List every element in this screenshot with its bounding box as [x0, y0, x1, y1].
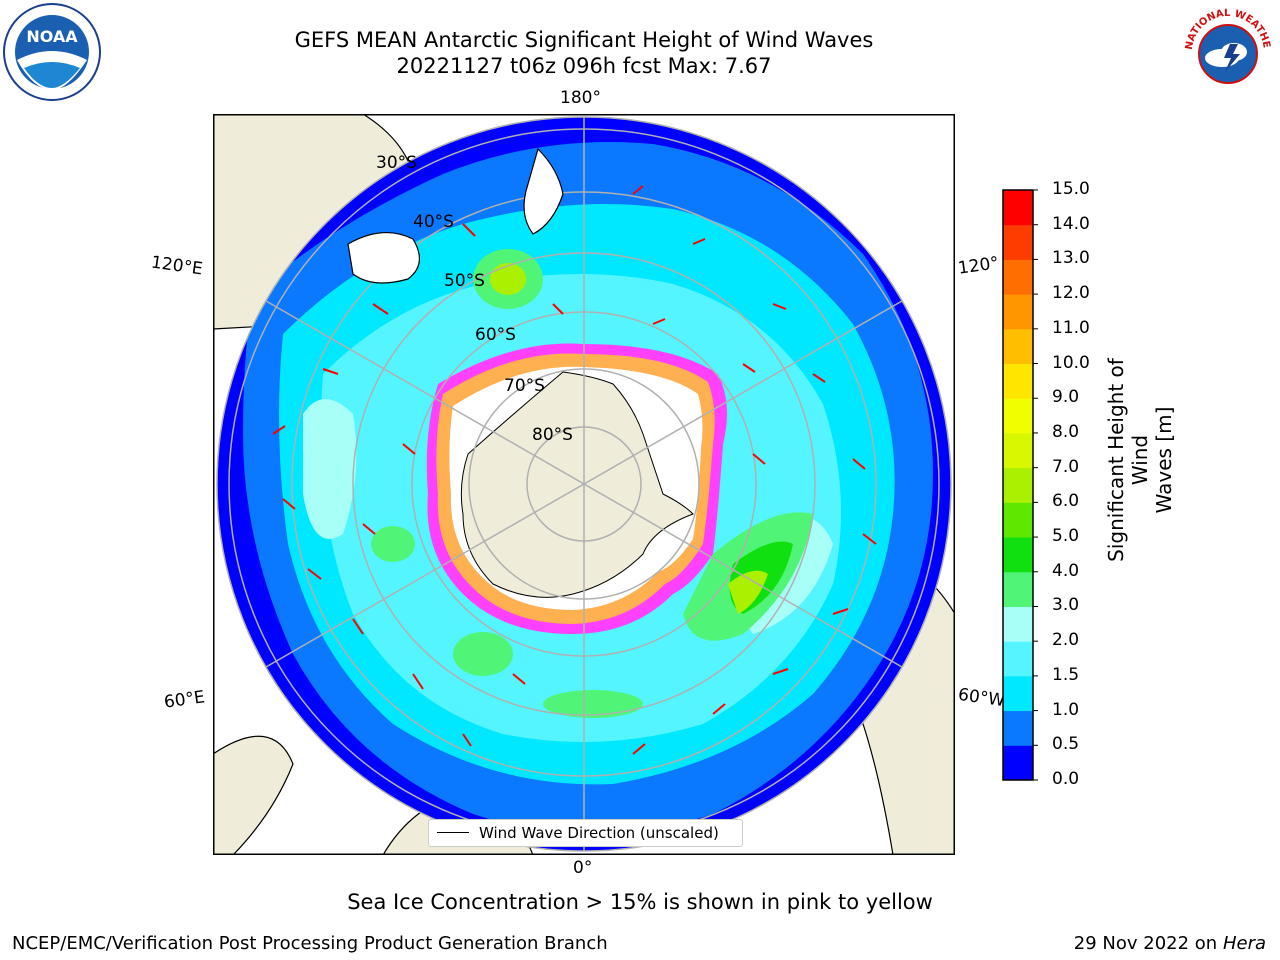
colorbar-tick-label: 0.0 [1052, 769, 1080, 789]
lat-label-60s: 60°S [475, 325, 516, 345]
colorbar-segment [1003, 294, 1033, 330]
lat-label-80s: 80°S [532, 425, 573, 445]
colorbar-tick-label: 5.0 [1052, 526, 1080, 547]
colorbar-title: Significant Height of Wind Waves [m] [1104, 330, 1176, 590]
colorbar-segment [1003, 467, 1033, 503]
colorbar-tick-label: 11.0 [1052, 317, 1090, 338]
colorbar-segment [1003, 710, 1033, 746]
colorbar-segment [1003, 363, 1033, 399]
noaa-logo: NOAA [3, 3, 101, 101]
colorbar-segment [1003, 190, 1033, 226]
colorbar-tick-label: 3.0 [1052, 595, 1080, 616]
colorbar-segment [1003, 502, 1033, 538]
colorbar-border [1002, 189, 1034, 781]
lon-label-60w: 60°W [956, 684, 1007, 712]
colorbar-segment [1003, 537, 1033, 573]
colorbar-segment [1003, 641, 1033, 677]
colorbar-segment [1003, 745, 1033, 781]
colorbar-tick-label: 8.0 [1052, 421, 1080, 442]
colorbar-tick-label: 12.0 [1052, 283, 1090, 304]
wind-arrows [272, 185, 877, 755]
colorbar-tick-label: 6.0 [1052, 491, 1080, 512]
lat-label-50s: 50°S [444, 271, 485, 291]
colorbar-tick-label: 7.0 [1052, 456, 1080, 477]
lon-label-120w: 120° [956, 253, 1001, 279]
lat-label-70s: 70°S [504, 376, 545, 396]
colorbar-tick-label: 9.0 [1052, 387, 1080, 408]
colorbar-segment [1003, 224, 1033, 260]
colorbar-tick-label: 2.0 [1052, 630, 1080, 651]
colorbar-segment [1003, 398, 1033, 434]
colorbar-title-line1: Significant Height of Wind [1104, 358, 1152, 562]
colorbar-segment [1003, 259, 1033, 295]
colorbar-segment [1003, 675, 1033, 712]
chart-title-line2: 20221127 t06z 096h fcst Max: 7.67 [396, 54, 772, 78]
colorbar-segment [1003, 571, 1033, 607]
lat-label-40s: 40°S [413, 212, 454, 232]
legend-line-icon [437, 832, 469, 833]
colorbar-title-line2: Waves [m] [1152, 406, 1176, 514]
lat-label-30s: 30°S [376, 153, 417, 173]
colorbar-tick-label: 13.0 [1052, 248, 1090, 269]
noaa-logo-text: NOAA [26, 27, 78, 46]
colorbar-tick-label: 15.0 [1052, 179, 1090, 199]
legend-label: Wind Wave Direction (unscaled) [479, 824, 719, 842]
colorbar-tick-label: 0.5 [1052, 734, 1080, 755]
colorbar-tick-label: 10.0 [1052, 352, 1090, 373]
map-legend: Wind Wave Direction (unscaled) [428, 819, 743, 847]
nws-logo: NATIONAL WEATHER SERVICE [1178, 2, 1276, 100]
footer-date-host: Hera [1222, 933, 1266, 954]
colorbar-segment [1003, 328, 1033, 365]
colorbar-tick-label: 14.0 [1052, 213, 1090, 234]
lon-label-0: 0° [573, 858, 593, 878]
colorbar-tick-label: 1.5 [1052, 664, 1080, 685]
colorbar-tick-label: 4.0 [1052, 560, 1080, 581]
colorbar-segment [1003, 606, 1033, 642]
footer-date: 29 Nov 2022 on Hera [1074, 933, 1266, 954]
footer-credit: NCEP/EMC/Verification Post Processing Pr… [12, 933, 608, 954]
lon-label-60e: 60°E [162, 687, 207, 713]
colorbar-tick-label: 1.0 [1052, 699, 1080, 720]
colorbar [1002, 189, 1038, 781]
footer-date-text: 29 Nov 2022 on [1073, 933, 1218, 954]
colorbar-segment [1003, 432, 1033, 469]
chart-title-line1: GEFS MEAN Antarctic Significant Height o… [294, 28, 874, 52]
map-panel [213, 114, 955, 855]
lon-label-180: 180° [560, 88, 601, 108]
lon-label-120e: 120°E [149, 252, 204, 280]
subtitle: Sea Ice Concentration > 15% is shown in … [347, 890, 933, 914]
